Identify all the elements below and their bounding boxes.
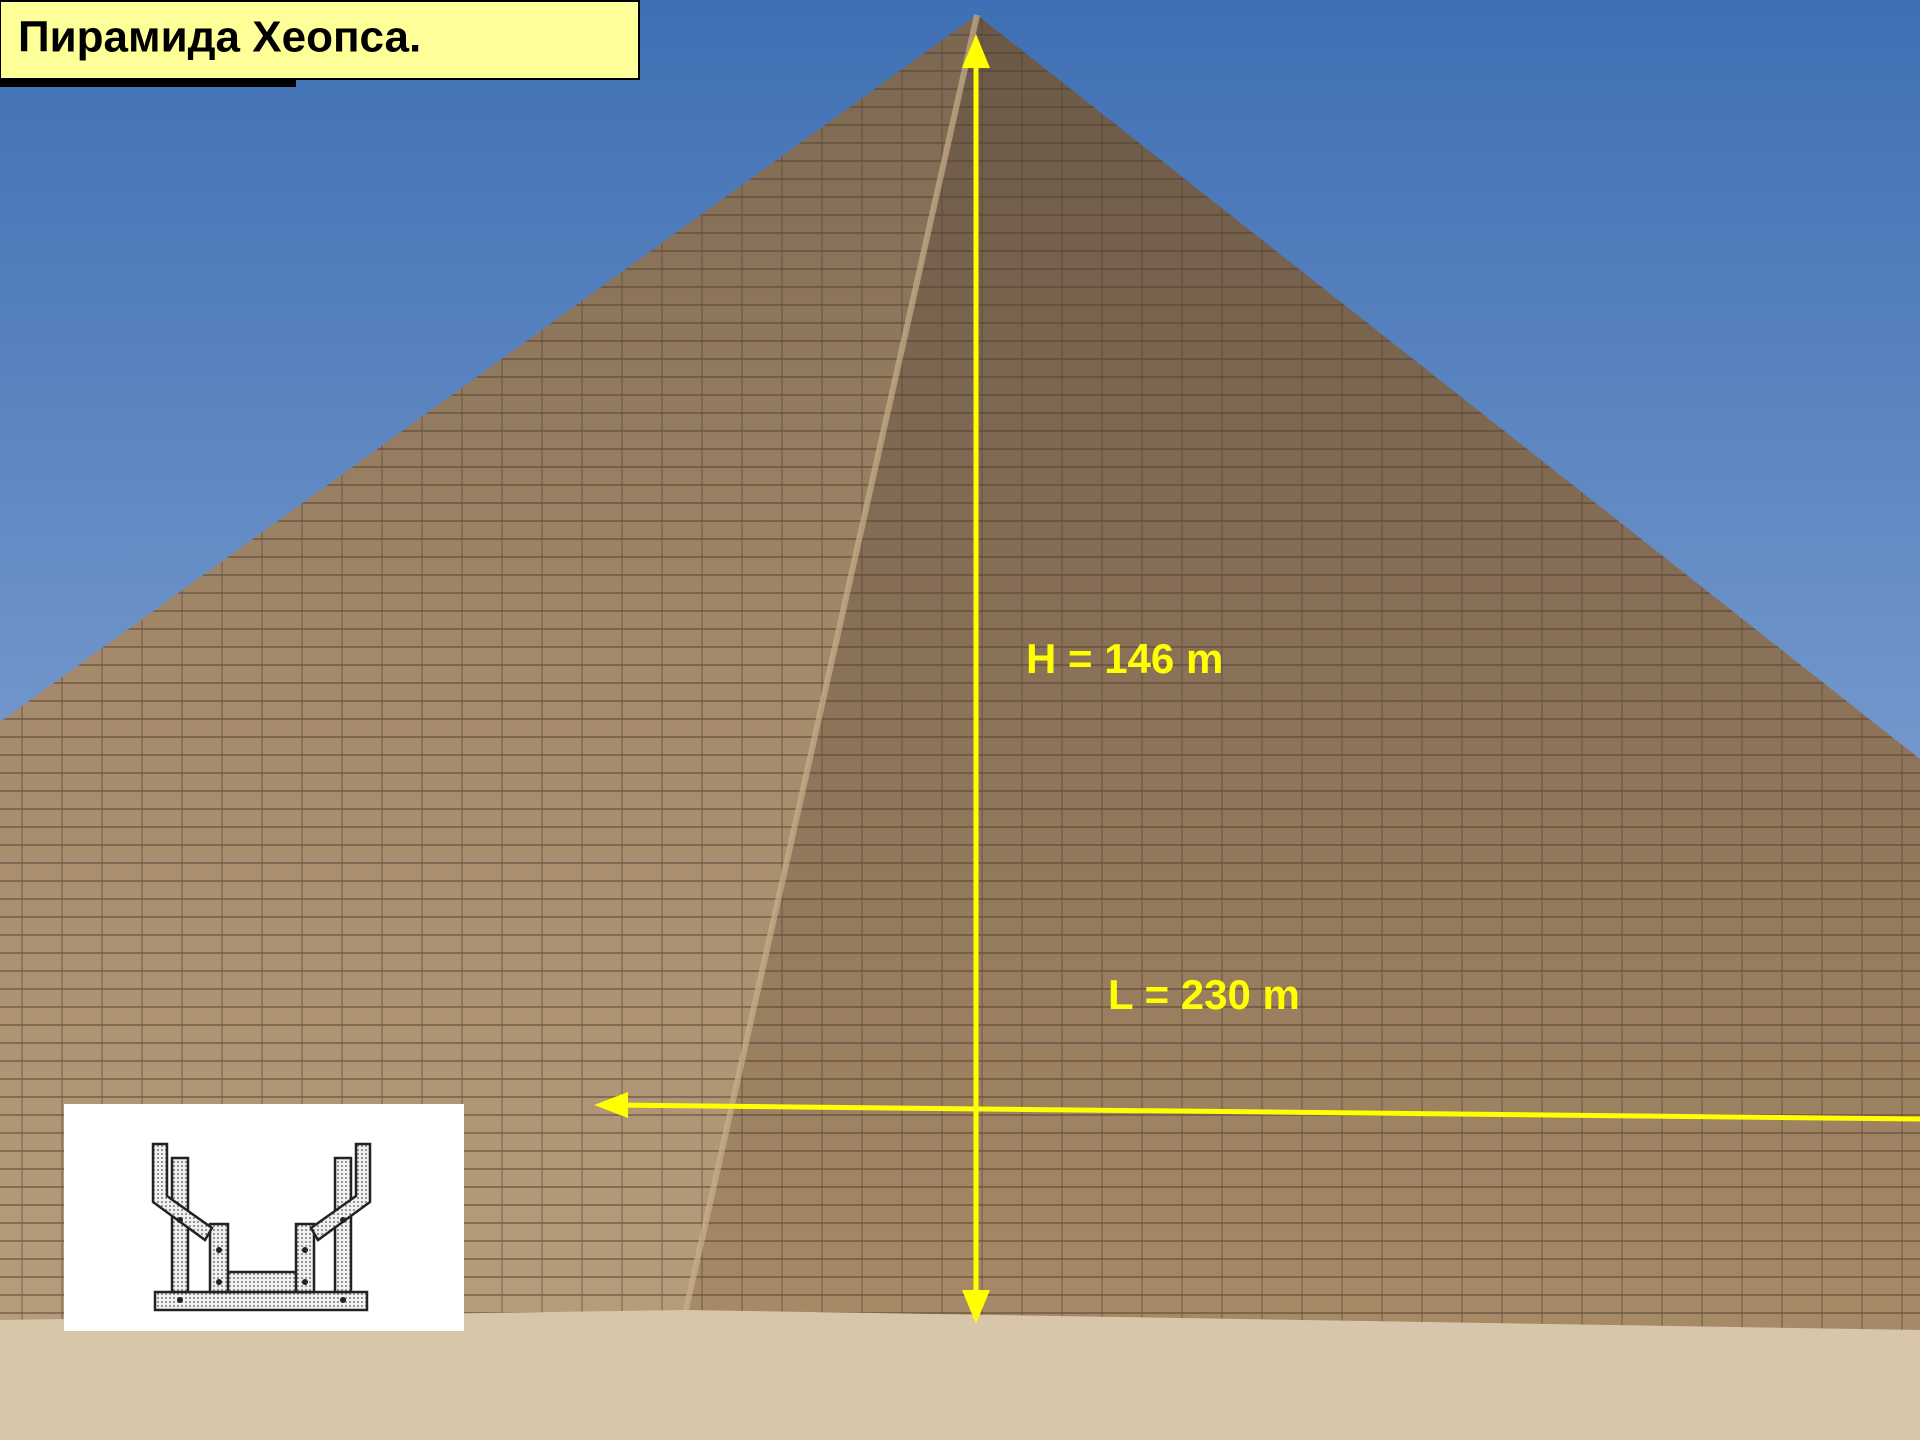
slide: Пирамида Хеопса. H = 146 m L = 230 m [0,0,1920,1440]
inset-diagram [64,1104,464,1331]
page: Пирамида Хеопса. H = 146 m L = 230 m (( [0,0,1920,1440]
height-label: H = 146 m [1026,635,1223,682]
length-label: L = 230 m [1108,971,1300,1018]
title-shadow [0,79,296,87]
title: Пирамида Хеопса. [18,13,421,62]
